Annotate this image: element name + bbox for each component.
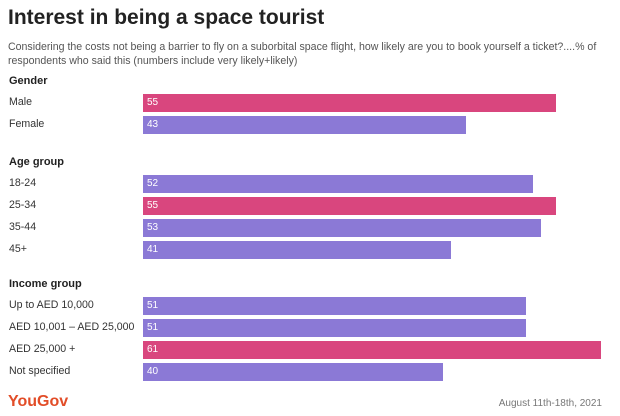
- bar: 52: [143, 175, 533, 193]
- bar: 55: [143, 197, 556, 215]
- bar: 51: [143, 319, 526, 337]
- bar-value-label: 61: [147, 344, 159, 355]
- category-label: AED 10,001 – AED 25,000: [9, 321, 135, 333]
- yougov-logo: YouGov: [8, 393, 69, 410]
- category-label: AED 25,000 +: [9, 343, 76, 355]
- bar-value-label: 43: [147, 119, 159, 130]
- chart-subtitle: Considering the costs not being a barrie…: [8, 41, 597, 67]
- category-label: 45+: [9, 243, 27, 255]
- bar-value-label: 55: [147, 200, 159, 211]
- group-label-1: Age group: [9, 156, 64, 168]
- category-label: 25-34: [9, 199, 37, 211]
- bar-value-label: 40: [147, 366, 159, 377]
- bar: 61: [143, 341, 601, 359]
- bar-value-label: 41: [147, 244, 159, 255]
- category-label: 18-24: [9, 177, 37, 189]
- category-label: 35-44: [9, 221, 37, 233]
- bar-value-label: 51: [147, 300, 159, 311]
- bar-value-label: 55: [147, 97, 159, 108]
- bar: 53: [143, 219, 541, 237]
- category-label: Up to AED 10,000: [9, 299, 94, 311]
- bar: 41: [143, 241, 451, 259]
- category-label: Not specified: [9, 365, 71, 377]
- category-label: Male: [9, 96, 32, 108]
- group-label-0: Gender: [9, 75, 48, 87]
- category-label: Female: [9, 118, 45, 130]
- survey-date: August 11th-18th, 2021: [498, 398, 602, 409]
- bar: 40: [143, 363, 443, 381]
- group-label-2: Income group: [9, 278, 82, 290]
- bar-value-label: 52: [147, 178, 159, 189]
- chart-title: Interest in being a space tourist: [8, 6, 325, 29]
- bar: 51: [143, 297, 526, 315]
- bar-value-label: 53: [147, 222, 159, 233]
- bar: 55: [143, 94, 556, 112]
- bar: 43: [143, 116, 466, 134]
- bar-value-label: 51: [147, 322, 159, 333]
